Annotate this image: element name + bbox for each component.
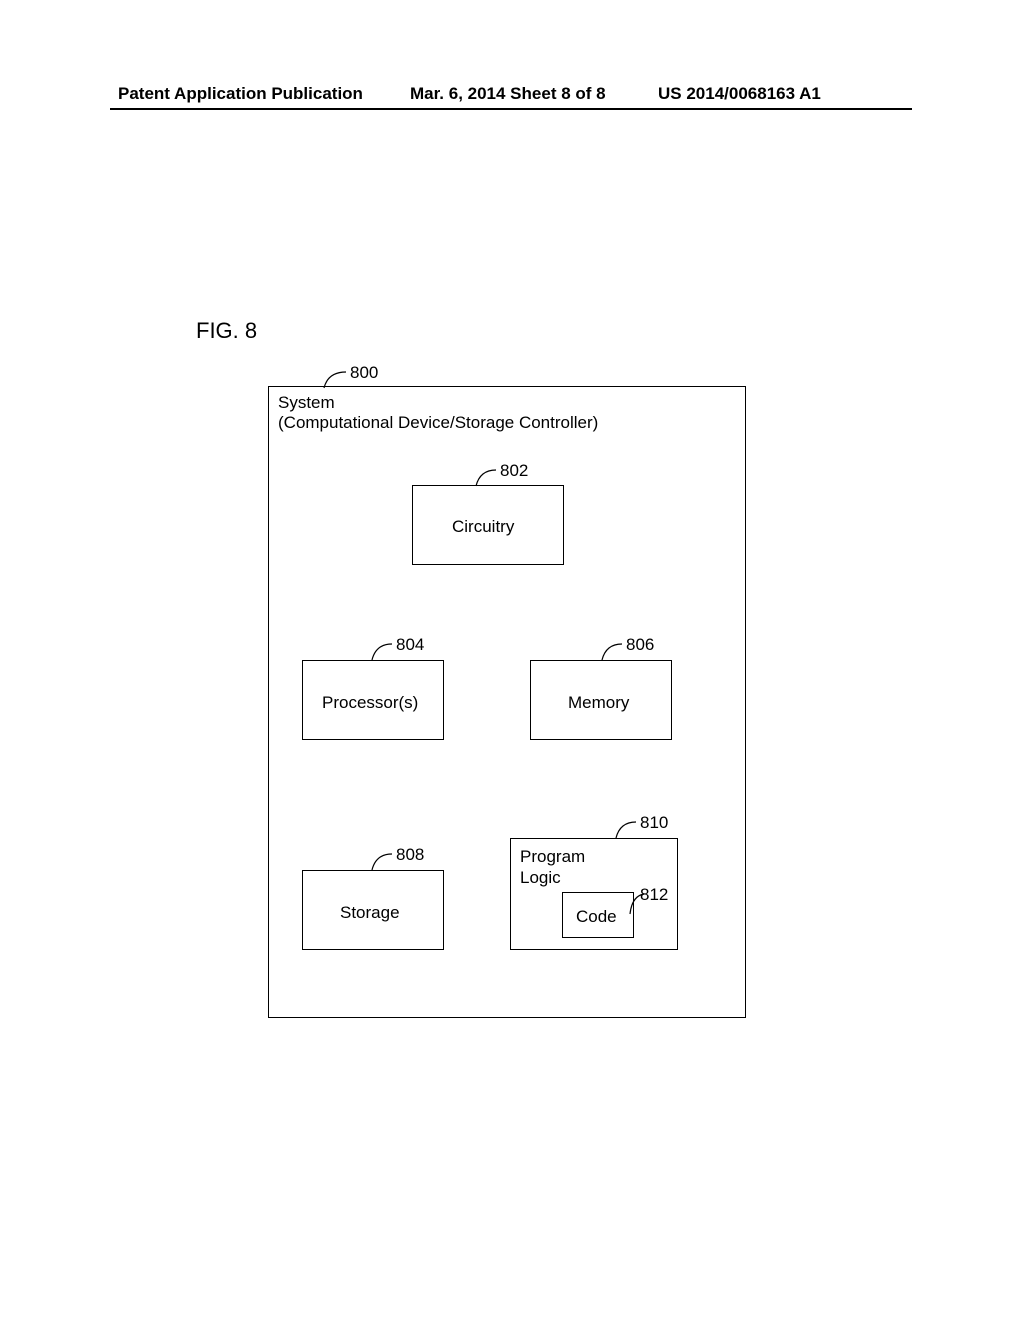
label-system-line2: (Computational Device/Storage Controller… [278,412,598,433]
ref-810: 810 [640,812,668,833]
header-right: US 2014/0068163 A1 [658,84,821,104]
label-code: Code [576,906,617,927]
ref-800: 800 [350,362,378,383]
header-left: Patent Application Publication [118,84,363,104]
leader-804 [370,642,396,664]
header-middle: Mar. 6, 2014 Sheet 8 of 8 [410,84,606,104]
ref-802: 802 [500,460,528,481]
label-memory: Memory [568,692,629,713]
label-processors: Processor(s) [322,692,418,713]
label-circuitry: Circuitry [452,516,514,537]
leader-808 [370,852,396,874]
leader-810 [614,820,640,842]
leader-806 [600,642,626,664]
leader-812 [628,892,648,918]
figure-label: FIG. 8 [196,318,257,344]
label-program-logic: Program Logic [520,846,585,889]
ref-808: 808 [396,844,424,865]
leader-800 [322,370,350,392]
ref-806: 806 [626,634,654,655]
leader-802 [474,468,500,490]
label-system-line1: System [278,392,335,413]
page: Patent Application Publication Mar. 6, 2… [0,0,1024,1320]
label-storage: Storage [340,902,400,923]
ref-804: 804 [396,634,424,655]
header-rule [110,108,912,110]
